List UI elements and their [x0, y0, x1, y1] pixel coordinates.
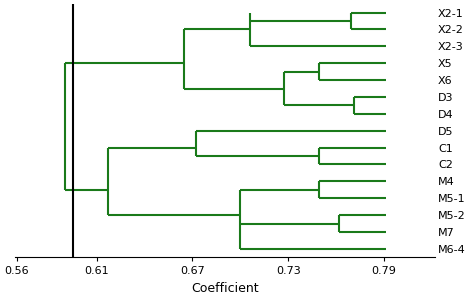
X-axis label: Coefficient: Coefficient	[191, 282, 259, 295]
